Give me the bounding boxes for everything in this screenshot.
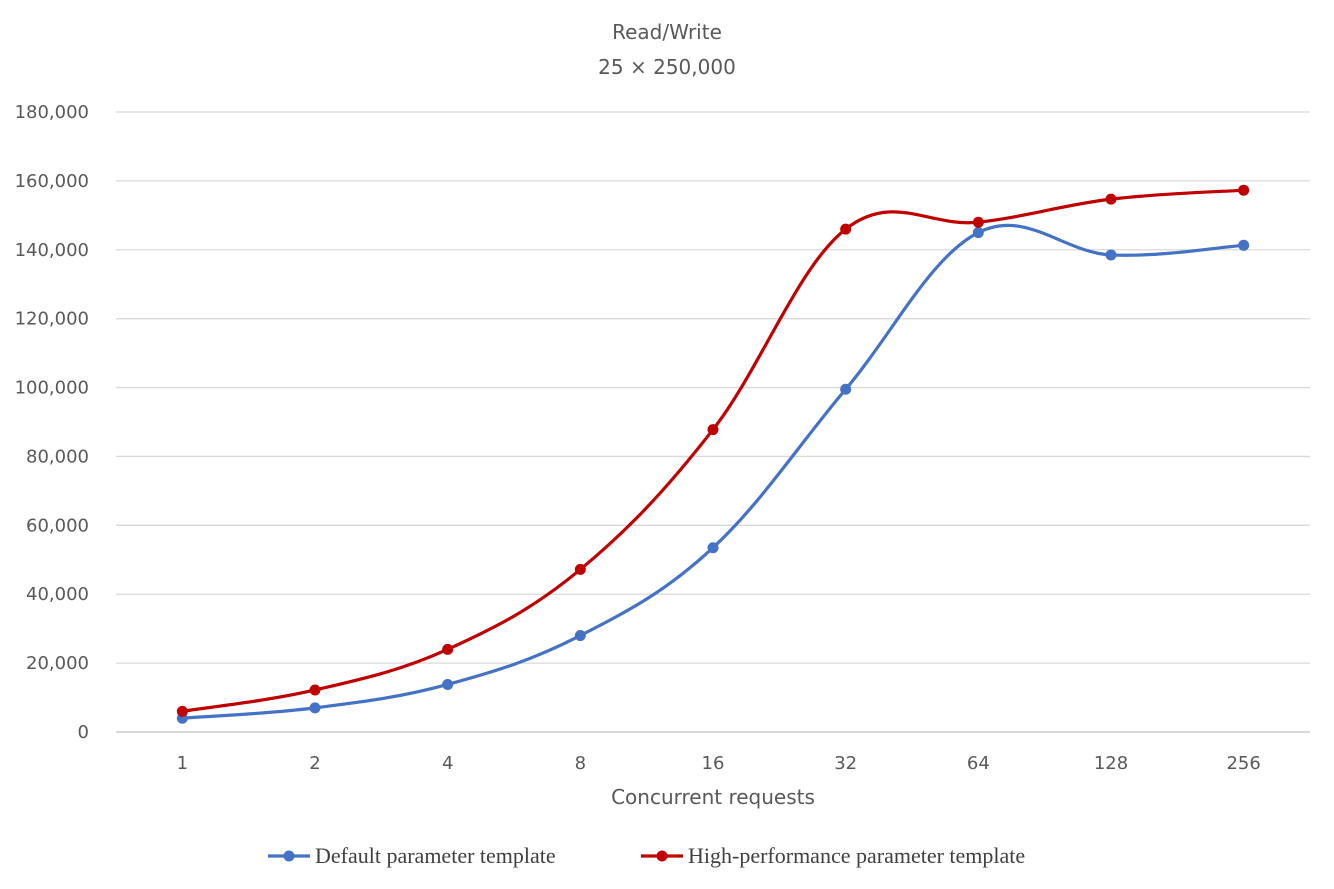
legend-item: High-performance parameter template [641,843,1025,868]
y-tick-label: 160,000 [15,171,89,192]
y-tick-label: 20,000 [26,653,89,674]
data-point [442,643,454,655]
x-tick-label: 256 [1226,753,1260,774]
y-axis-ticks: 0 20,000 40,000 60,000 80,000 100,000 120,000 1… [15,102,89,743]
chart-title: Read/Write [612,20,722,44]
y-tick-label: 0 [78,722,89,743]
x-tick-label: 16 [702,753,725,774]
y-tick-label: 120,000 [15,309,89,330]
data-point [309,684,321,696]
data-point [1105,249,1117,261]
x-tick-label: 8 [575,753,586,774]
x-axis-title: Concurrent requests [611,785,815,809]
legend-item: Default parameter template [268,843,556,868]
legend: Default parameter template High-performan… [268,843,1025,868]
chart-subtitle: 25 × 250,000 [598,55,736,79]
gridlines [116,111,1310,733]
x-tick-label: 128 [1094,753,1128,774]
data-point [707,424,719,436]
x-tick-label: 64 [967,753,990,774]
x-axis-ticks: 1 2 4 8 16 32 64 128 256 [177,753,1261,774]
series-2 [176,184,1250,717]
legend-swatch-marker [283,850,295,862]
data-point [442,678,454,690]
data-point [1238,239,1250,251]
x-tick-label: 1 [177,753,188,774]
legend-label: High-performance parameter template [688,843,1025,868]
y-tick-label: 140,000 [15,240,89,261]
legend-swatch-marker [656,850,668,862]
x-tick-label: 4 [442,753,453,774]
data-point [1105,193,1117,205]
data-point [176,705,188,717]
series-1 [176,223,1250,724]
y-tick-label: 60,000 [26,515,89,536]
data-point [707,542,719,554]
data-point [972,216,984,228]
y-tick-label: 180,000 [15,102,89,123]
x-tick-label: 32 [834,753,857,774]
data-point [309,702,321,714]
data-point [840,223,852,235]
x-tick-label: 2 [309,753,320,774]
data-point [574,563,586,575]
series-line [180,188,1246,713]
series-line [180,223,1246,720]
y-tick-label: 100,000 [15,378,89,399]
y-tick-label: 40,000 [26,584,89,605]
data-point [574,630,586,642]
data-point [1238,184,1250,196]
data-point [972,227,984,239]
legend-label: Default parameter template [315,843,556,868]
y-tick-label: 80,000 [26,446,89,467]
data-point [840,383,852,395]
series-layer [176,184,1250,724]
